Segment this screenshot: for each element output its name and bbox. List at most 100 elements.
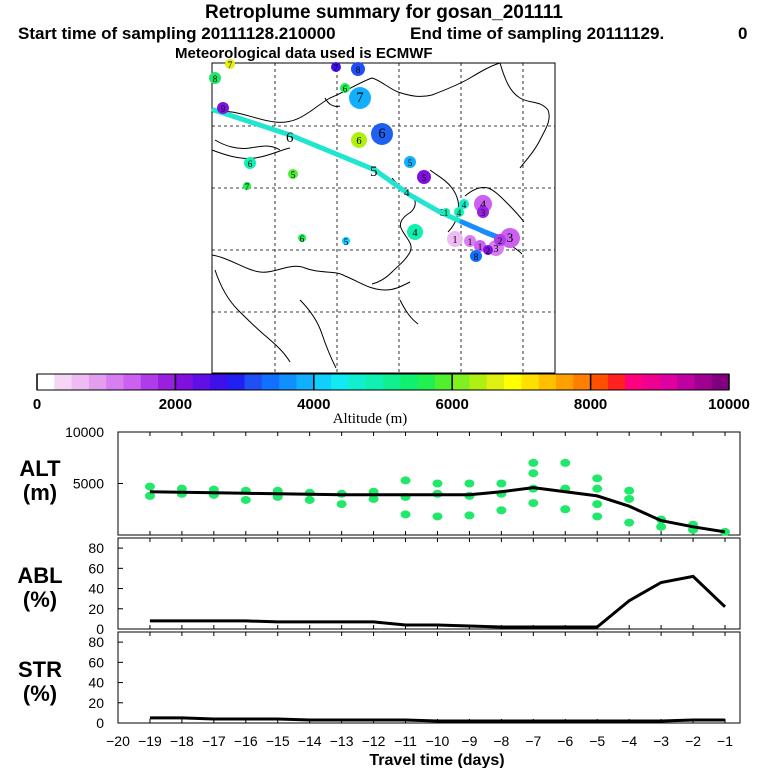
end-time: End time of sampling 20111129. [410, 24, 665, 43]
x-tick-label: −6 [557, 733, 573, 749]
map-dot-label: 8 [356, 65, 361, 75]
colorbar-swatch [486, 374, 505, 390]
altitude-point [592, 474, 603, 483]
chart-title: Retroplume summary for gosan_201111 [205, 2, 563, 23]
map-particle-dot [288, 169, 298, 179]
altitude-point [560, 458, 571, 467]
colorbar-swatch [123, 374, 142, 390]
colorbar-swatch [71, 374, 90, 390]
colorbar-swatch [261, 374, 280, 390]
map-dot-label: 7 [245, 182, 250, 192]
map-dot-label: 6 [356, 136, 361, 147]
lake-baikal [324, 97, 341, 107]
x-tick-label: −10 [426, 733, 450, 749]
map-frame [211, 62, 556, 374]
y-tick-label: 20 [88, 695, 104, 711]
map-particle-dot [349, 87, 371, 109]
y-tick-label: 80 [88, 540, 104, 556]
altitude-point [400, 476, 411, 485]
colorbar-swatch [659, 374, 678, 390]
y-tick-label: 0 [96, 715, 104, 731]
map-particle-dot [442, 208, 450, 216]
colorbar-swatch [590, 374, 609, 390]
map-dot-label: 4 [457, 208, 462, 218]
map-particle-dot [371, 123, 393, 145]
colorbar-swatch [331, 374, 349, 390]
map-dot-label: 3 [481, 208, 486, 218]
map-particle-dot [331, 62, 341, 72]
colorbar-swatch [694, 374, 713, 390]
indochina-coast [214, 269, 291, 363]
colorbar-swatch [383, 374, 401, 390]
altitude-point [336, 500, 347, 509]
colorbar-swatch [642, 374, 661, 390]
colorbar-swatch [106, 374, 124, 390]
map-dot-label: 4 [412, 228, 418, 239]
x-tick-label: −11 [394, 733, 417, 749]
korea-coast [429, 169, 460, 233]
map-particle-dot [483, 245, 493, 255]
y-axis-label-line: (%) [23, 587, 57, 612]
map-particle-dot [351, 132, 367, 148]
y-tick-label: 60 [88, 654, 104, 670]
island-coast [399, 299, 419, 325]
x-tick-label: −7 [525, 733, 541, 749]
border-northeast [499, 62, 550, 169]
map-particle-dot [243, 182, 251, 190]
altitude-point [720, 527, 730, 536]
colorbar-swatch [88, 374, 107, 390]
map-particle-dot [298, 234, 306, 242]
y-tick-label: 5000 [73, 476, 104, 492]
y-axis-label: STR (%) [18, 657, 62, 706]
x-tick-label: −1 [717, 733, 733, 749]
altitude-point [400, 510, 411, 519]
map-dot-label: 1 [478, 242, 483, 252]
series-line-alt [149, 486, 726, 534]
map-dot-label: 5 [291, 170, 296, 180]
y-axis-label-line: ABL [17, 563, 62, 588]
x-tick-label: −12 [362, 733, 386, 749]
colorbar-swatch [434, 374, 453, 390]
map-particle-dot [351, 62, 365, 76]
colorbar-swatch [279, 374, 297, 390]
x-tick-label: −13 [330, 733, 354, 749]
map-dot-label: 2 [498, 236, 503, 246]
altitude-point [432, 479, 443, 488]
x-axis-title: Travel time (days) [369, 752, 504, 768]
colorbar-swatch [625, 374, 643, 390]
map-dot-label: 2 [486, 246, 491, 256]
y-tick-label: 0 [96, 621, 104, 637]
altitude-point [624, 518, 635, 527]
x-tick-label: −18 [170, 733, 194, 749]
map-dot-label: 8 [474, 252, 479, 262]
map-grid [212, 63, 555, 373]
map-dot-label: 5 [344, 237, 349, 247]
y-tick-label: 10000 [65, 424, 104, 440]
colorbar-swatch [452, 374, 470, 390]
map-particle-dot [404, 156, 416, 168]
altitude-point [528, 469, 539, 478]
map-particle-dot [342, 237, 350, 245]
series-line-str [149, 716, 725, 723]
altitude-point [496, 479, 507, 488]
x-tick-label: −8 [493, 733, 509, 749]
colorbar-tick-label: 8000 [574, 396, 607, 413]
border-north [211, 62, 501, 123]
map-particle-dot [459, 199, 469, 209]
map-particle-dot [470, 250, 482, 262]
y-axis-label: ALT (m) [19, 456, 61, 505]
map-particle-dot [217, 102, 229, 114]
map-dot-label: 7 [334, 63, 339, 73]
colorbar-swatch [140, 374, 159, 390]
y-axis-label: ABL (%) [17, 563, 62, 612]
x-tick-label: −15 [266, 733, 290, 749]
colorbar-swatch [504, 374, 522, 390]
y-tick-label: 40 [88, 581, 104, 597]
colorbar-tick-label: 6000 [436, 396, 469, 413]
y-tick-label: 80 [88, 634, 104, 650]
x-tick-label: −17 [202, 733, 226, 749]
altitude-point [368, 494, 379, 503]
series-line-abl [149, 574, 727, 629]
